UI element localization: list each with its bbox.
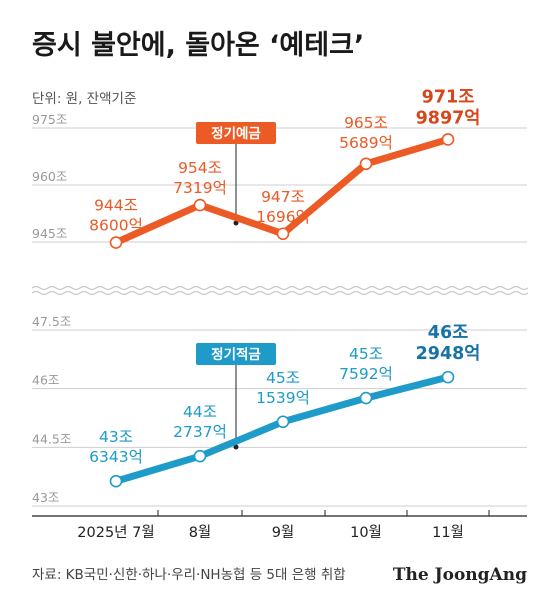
- data-point: [193, 449, 207, 463]
- x-tick-label: 8월: [189, 524, 212, 541]
- deposit-series-tag: [196, 122, 276, 144]
- deposit-panel: 975조 960조 945조 정기예금 944조 8600억 954조 7319억 947조…: [32, 87, 527, 249]
- y-tick-label: 46조: [32, 373, 59, 388]
- data-label: 965조: [344, 114, 388, 132]
- data-point: [276, 227, 290, 241]
- x-tick-label: 2025년 7월: [77, 524, 154, 541]
- unit-note: 단위: 원, 잔액기준: [32, 91, 136, 107]
- data-label: 2948억: [416, 344, 481, 364]
- x-tick-label: 10월: [350, 524, 382, 541]
- y-tick-label: 960조: [32, 169, 67, 184]
- data-label: 45조: [266, 369, 300, 387]
- data-point: [109, 236, 123, 249]
- data-label: 2737억: [173, 423, 227, 441]
- y-tick-label: 44.5조: [32, 431, 71, 446]
- data-label: 1696억: [256, 208, 310, 226]
- data-label: 6343억: [89, 448, 143, 466]
- data-point: [359, 157, 373, 171]
- savings-tag-pointer-dot: [233, 444, 239, 450]
- deposit-data-labels: 944조 8600억 954조 7319억 947조 1696억 965조 5689억 971조…: [89, 87, 480, 234]
- savings-y-tick-labels: 47.5조 46조 44.5조 43조: [32, 314, 71, 505]
- x-tick-label: 9월: [272, 524, 295, 541]
- savings-data-points: [109, 370, 455, 488]
- data-label: 9897억: [416, 108, 481, 128]
- data-point: [276, 415, 290, 429]
- publisher-logo: The JoongAng: [393, 565, 527, 585]
- data-label: 7319억: [173, 179, 227, 197]
- data-label: 1539억: [256, 389, 310, 407]
- data-label: 944조: [94, 197, 138, 215]
- data-point: [441, 133, 455, 146]
- axis-break-wave-lower: [31, 290, 529, 296]
- savings-panel: 47.5조 46조 44.5조 43조 정기적금 43조 6343억 44조 2737억 45…: [32, 314, 527, 507]
- data-label: 45조: [349, 345, 383, 363]
- deposit-y-tick-labels: 975조 960조 945조: [32, 112, 67, 241]
- y-tick-label: 43조: [32, 490, 59, 505]
- source-note: 자료: KB국민·신한·하나·우리·NH농협 등 5대 은행 취합: [32, 567, 346, 583]
- data-label: 954조: [178, 159, 222, 177]
- axis-break-wave-upper: [31, 285, 529, 291]
- y-tick-label: 975조: [32, 112, 67, 127]
- data-label: 43조: [99, 428, 133, 446]
- data-label: 971조: [422, 87, 475, 107]
- y-tick-label: 47.5조: [32, 314, 71, 329]
- deposit-tag-pointer-dot: [233, 220, 239, 226]
- data-point: [109, 474, 123, 488]
- data-point: [441, 370, 455, 384]
- data-label: 44조: [183, 403, 217, 421]
- data-label: 7592억: [339, 365, 393, 383]
- x-axis-ticks: [157, 510, 490, 516]
- x-tick-label: 11월: [432, 524, 464, 541]
- savings-series-name: 정기적금: [211, 346, 261, 363]
- deposit-data-points: [109, 133, 455, 249]
- data-point: [359, 391, 373, 405]
- data-label: 5689억: [339, 134, 393, 152]
- data-label: 46조: [428, 323, 468, 343]
- deposit-series-name: 정기예금: [211, 125, 261, 142]
- data-label: 8600억: [89, 217, 143, 235]
- y-tick-label: 945조: [32, 226, 67, 241]
- axis-break: [31, 285, 529, 296]
- savings-gridlines: [32, 329, 527, 507]
- x-axis-labels: 2025년 7월 8월 9월 10월 11월: [77, 524, 464, 541]
- data-point: [193, 198, 207, 212]
- chart-title: 증시 불안에, 돌아온 ‘예테크’: [32, 30, 364, 61]
- data-label: 947조: [261, 188, 305, 206]
- savings-series-tag: [196, 343, 276, 365]
